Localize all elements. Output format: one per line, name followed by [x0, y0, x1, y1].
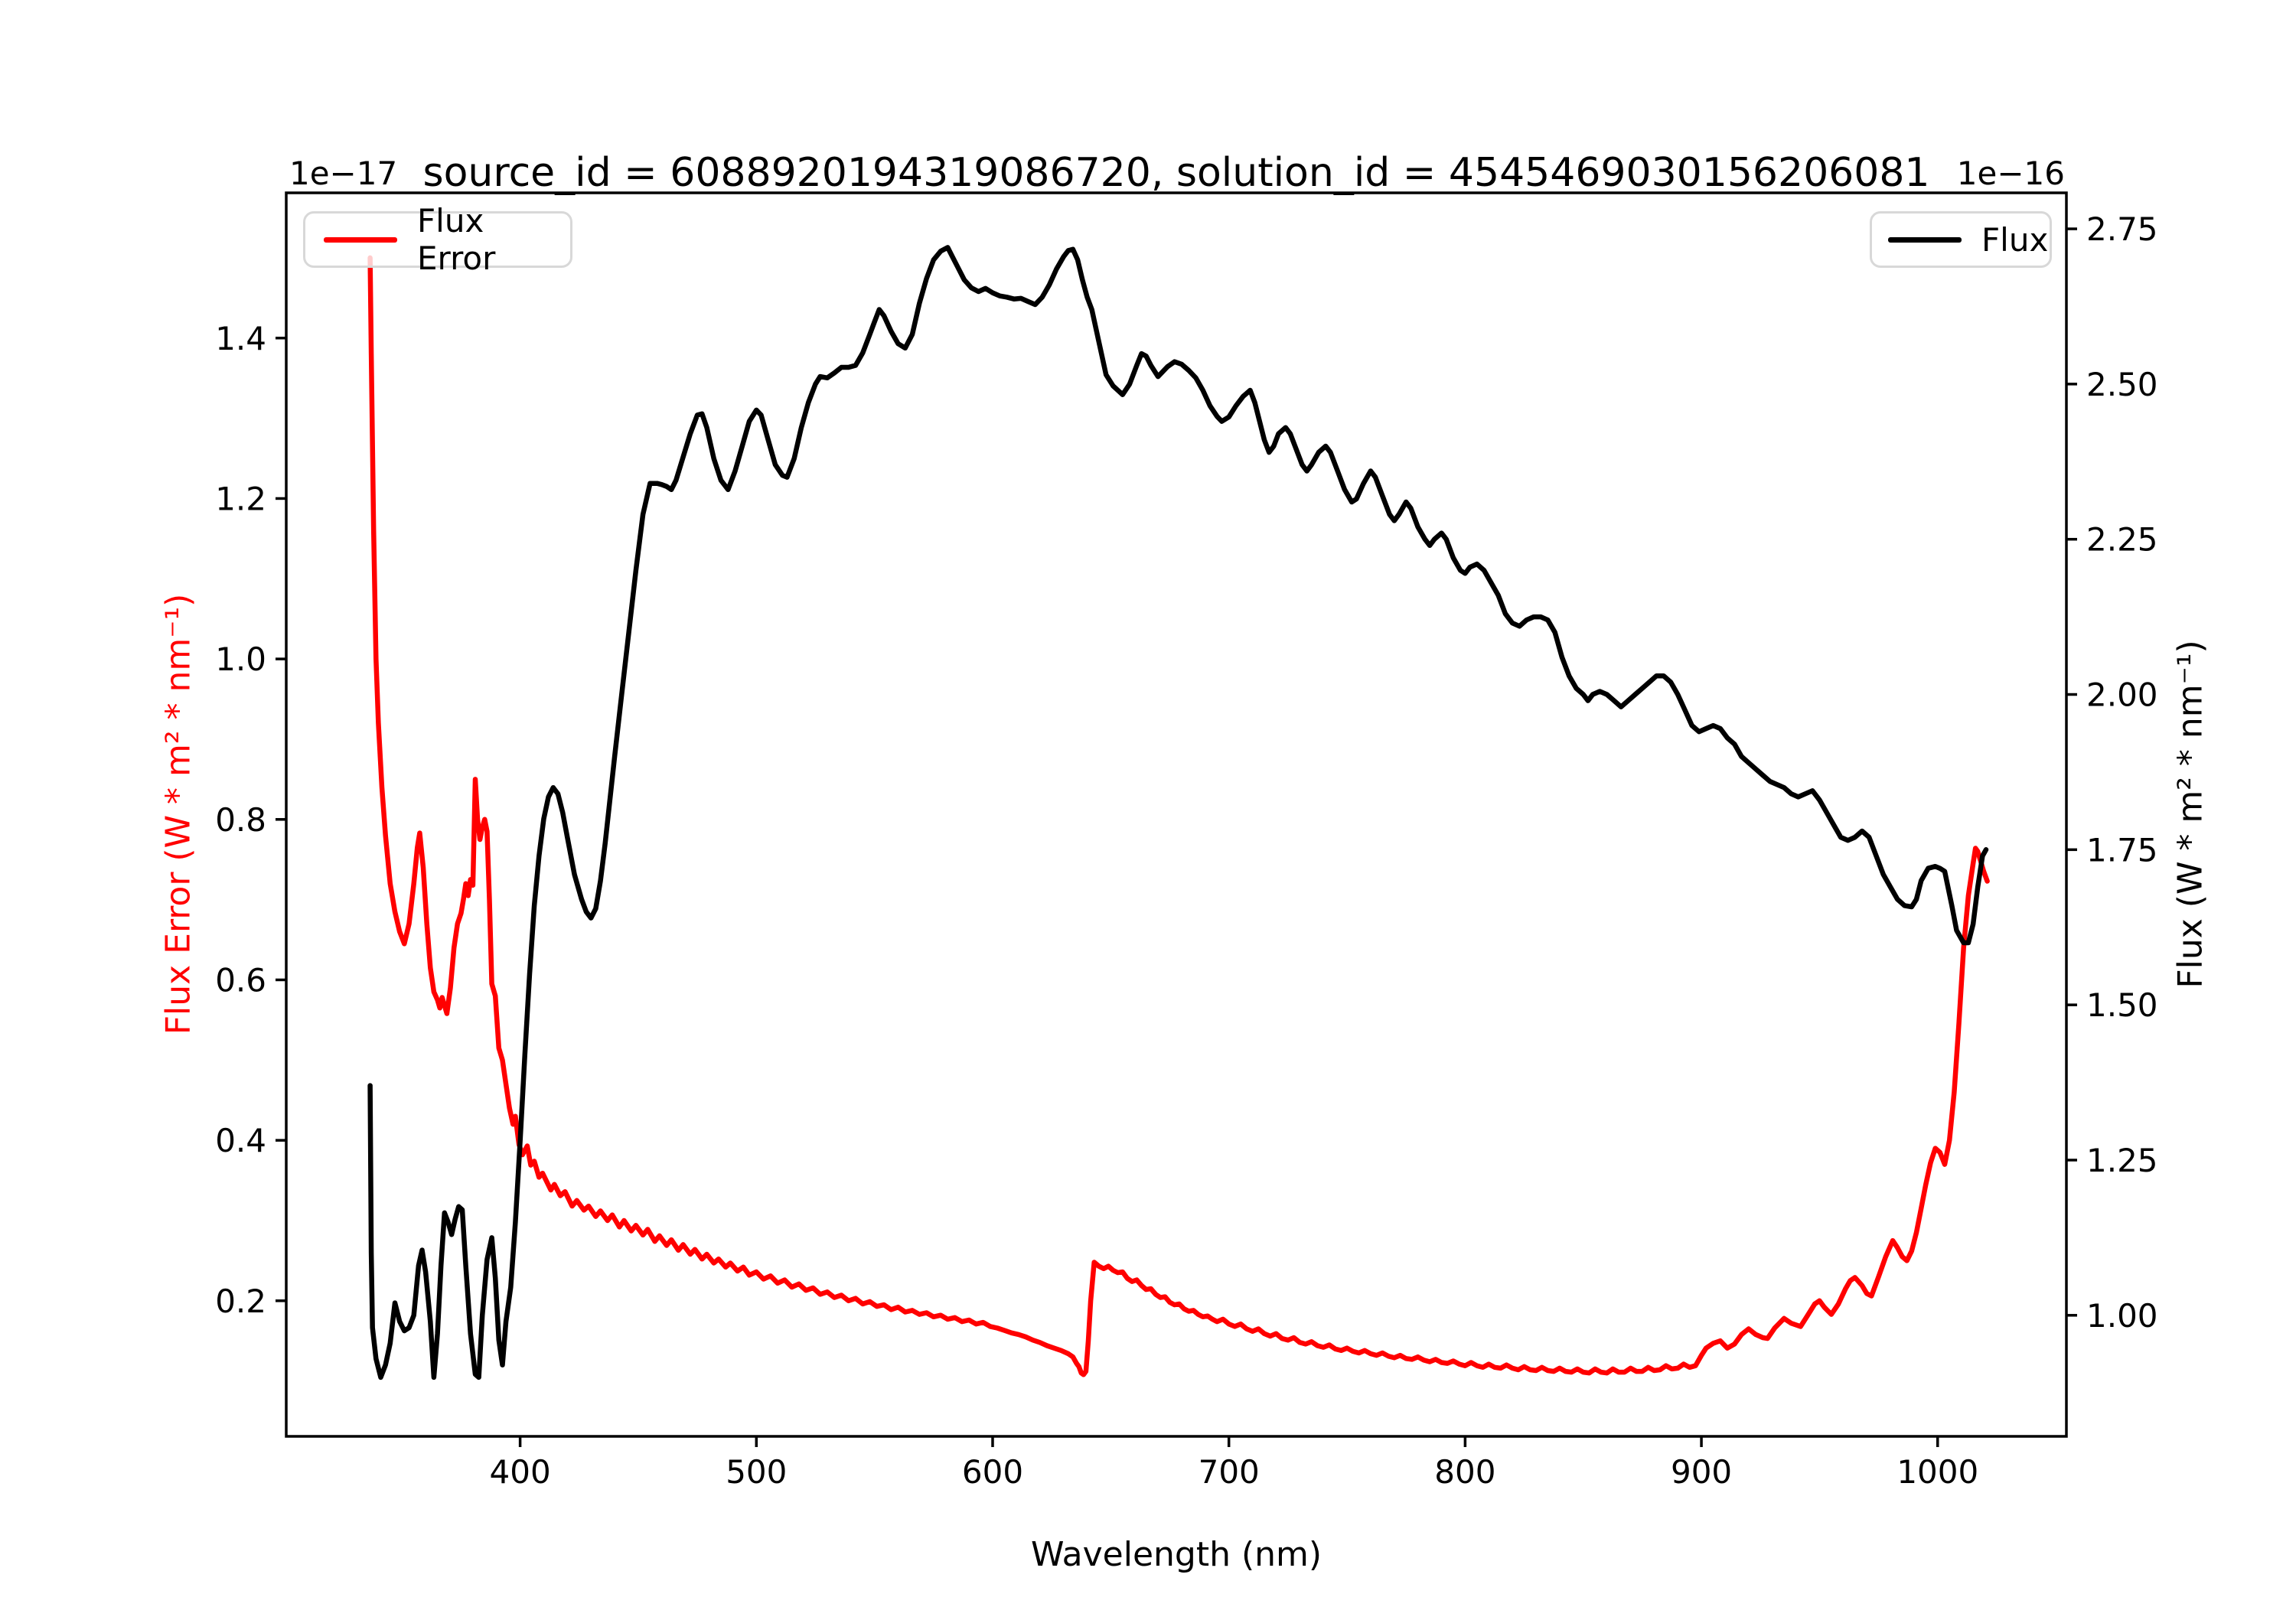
flux-line-sample: [1888, 236, 1962, 243]
chart-title: source_id = 6088920194319086720, solutio…: [422, 150, 1930, 196]
right-y-tick-label: 1.25: [2086, 1142, 2158, 1179]
x-tick-label: 600: [962, 1453, 1023, 1491]
legend-flux: Flux: [1870, 211, 2052, 268]
right-y-tick-label: 1.75: [2086, 831, 2158, 869]
left-y-axis-label: Flux Error (W * m² * nm⁻¹): [158, 593, 198, 1035]
x-axis-label: Wavelength (nm): [1030, 1535, 1322, 1574]
right-y-tick-label: 2.50: [2086, 366, 2158, 403]
left-y-tick-label: 0.6: [215, 961, 266, 999]
axes-spines: [285, 191, 2068, 1438]
left-y-tick-label: 0.2: [215, 1283, 266, 1320]
left-y-tick-label: 1.4: [215, 320, 266, 357]
x-tick-label: 800: [1434, 1453, 1495, 1491]
x-tick-label: 700: [1199, 1453, 1260, 1491]
legend-label-flux: Flux: [1981, 220, 2049, 259]
x-tick-label: 900: [1671, 1453, 1732, 1491]
left-y-tick-label: 1.0: [215, 641, 266, 678]
flux-error-line-sample: [324, 236, 397, 243]
right-y-tick-label: 2.25: [2086, 521, 2158, 559]
x-tick-label: 1000: [1896, 1453, 1978, 1491]
x-tick-label: 500: [726, 1453, 787, 1491]
series-line-flux-error: [367, 255, 1990, 1377]
right-y-tick-label: 1.00: [2086, 1297, 2158, 1335]
left-offset-text: 1e−17: [289, 155, 398, 192]
left-y-tick-label: 0.8: [215, 801, 266, 839]
right-offset-text: 1e−16: [1956, 155, 2065, 192]
legend-flux-error: Flux Error: [303, 202, 572, 277]
left-y-tick-label: 0.4: [215, 1122, 266, 1159]
right-y-tick-label: 1.50: [2086, 986, 2158, 1024]
legend-label-flux-error: Flux Error: [417, 202, 496, 277]
right-y-axis-label: Flux (W * m² * nm⁻¹): [2170, 640, 2210, 989]
x-tick-label: 400: [490, 1453, 551, 1491]
right-y-tick-label: 2.00: [2086, 676, 2158, 714]
right-y-tick-label: 2.75: [2086, 210, 2158, 248]
left-y-tick-label: 1.2: [215, 480, 266, 517]
series-line-flux: [367, 245, 1989, 1380]
